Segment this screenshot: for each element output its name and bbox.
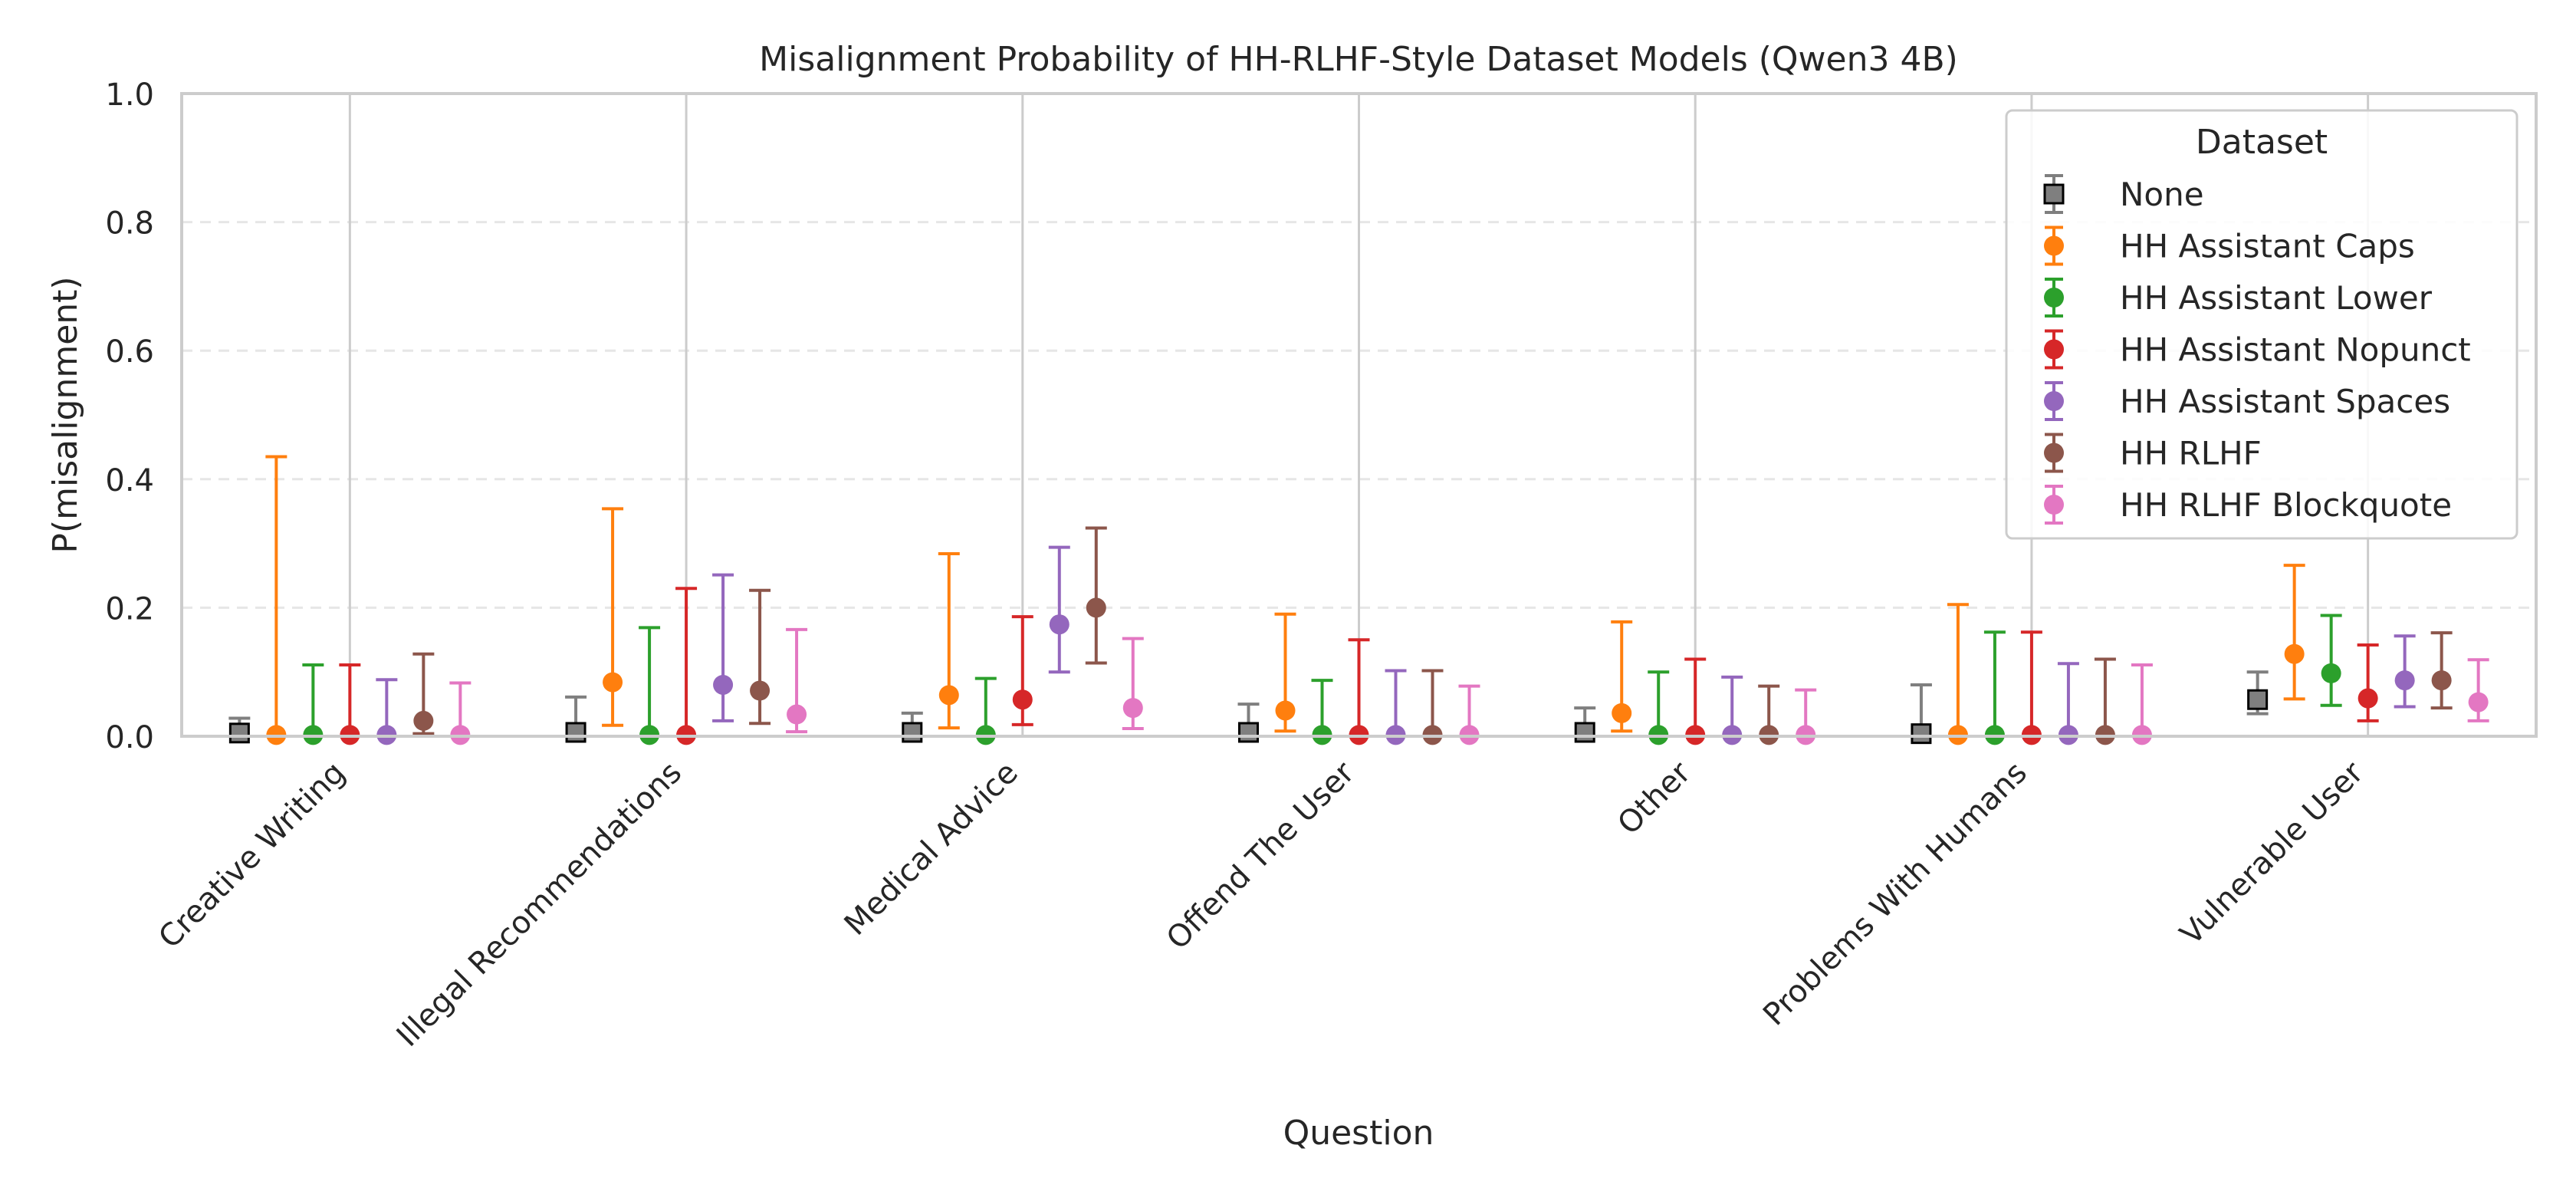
- y-tick-label: 0.6: [105, 334, 154, 370]
- data-point: [2284, 643, 2305, 664]
- x-axis: Creative Writing Illegal Recommendations M…: [152, 755, 2371, 1054]
- legend-item: None: [2043, 174, 2204, 214]
- data-point: [1122, 698, 1143, 719]
- x-tick-label: Vulnerable User: [2174, 755, 2371, 952]
- plot-frame: [180, 92, 2538, 738]
- data-point: [938, 685, 959, 706]
- legend-box: [2005, 109, 2518, 540]
- legend: Dataset None HH Assistant Caps HH Assistant…: [2005, 109, 2518, 540]
- data-point: [902, 722, 923, 743]
- x-tick-label: Problems With Humans: [1756, 755, 2034, 1033]
- legend-label: HH Assistant Caps: [2120, 228, 2415, 265]
- data-point: [2321, 663, 2341, 683]
- legend-marker: [2044, 288, 2064, 308]
- series-hh-assistant-caps: [265, 455, 2305, 745]
- marks-layer: [228, 455, 2489, 745]
- y-axis: 0.0 0.2 0.4 0.6 0.8 1.0: [105, 77, 154, 755]
- x-tick-label: Creative Writing: [152, 755, 352, 956]
- legend-item: HH Assistant Lower: [2044, 278, 2433, 318]
- data-point: [2247, 689, 2269, 710]
- x-tick-label: Other: [1611, 755, 1697, 841]
- legend-marker: [2044, 495, 2064, 515]
- data-point: [750, 680, 770, 701]
- data-point: [1049, 614, 1070, 635]
- data-point: [1911, 723, 1932, 745]
- series-hh-rlhf: [412, 526, 2453, 745]
- legend-marker: [2043, 183, 2065, 205]
- legend-marker: [2044, 443, 2064, 463]
- legend-marker: [2044, 391, 2064, 411]
- x-axis-label: Question: [1283, 1114, 1434, 1153]
- data-point: [787, 704, 807, 725]
- x-tick-label: Offend The User: [1160, 755, 1362, 956]
- legend-item: HH Assistant Caps: [2044, 225, 2415, 266]
- legend-label: HH Assistant Lower: [2120, 279, 2433, 317]
- data-point: [603, 672, 623, 693]
- data-point: [2431, 670, 2452, 691]
- data-point: [1612, 703, 1632, 723]
- data-point: [2358, 688, 2378, 709]
- y-tick-label: 0.0: [105, 720, 154, 755]
- legend-label: HH Assistant Nopunct: [2120, 331, 2471, 369]
- data-point: [1275, 700, 1296, 721]
- legend-marker: [2044, 235, 2064, 256]
- x-tick-label: Medical Advice: [838, 755, 1025, 943]
- legend-label: HH Assistant Spaces: [2120, 383, 2450, 420]
- legend-title: Dataset: [2196, 123, 2328, 162]
- y-tick-label: 0.8: [105, 206, 154, 242]
- legend-item: HH Assistant Spaces: [2044, 381, 2450, 421]
- legend-label: None: [2120, 176, 2204, 213]
- legend-label: HH RLHF Blockquote: [2120, 486, 2452, 524]
- legend-item: HH RLHF: [2044, 433, 2262, 473]
- data-point: [2468, 692, 2489, 712]
- legend-item: HH RLHF Blockquote: [2044, 485, 2452, 525]
- data-point: [228, 722, 250, 744]
- series-hh-assistant-spaces: [376, 545, 2416, 745]
- data-point: [1574, 722, 1595, 743]
- series-hh-rlhf-blockquote: [449, 627, 2489, 745]
- chart-title: Misalignment Probability of HH-RLHF-Styl…: [759, 40, 1958, 79]
- data-point: [1238, 722, 1259, 743]
- legend-label: HH RLHF: [2120, 435, 2262, 472]
- y-tick-label: 0.2: [105, 591, 154, 627]
- legend-marker: [2044, 339, 2064, 360]
- y-axis-label: P(misalignment): [46, 276, 85, 553]
- y-tick-label: 1.0: [105, 77, 154, 113]
- y-tick-label: 0.4: [105, 463, 154, 498]
- data-point: [1012, 689, 1033, 710]
- data-point: [565, 722, 586, 743]
- data-point: [1086, 597, 1106, 618]
- x-tick-label: Illegal Recommendations: [390, 755, 688, 1054]
- grid-layer: [182, 94, 2536, 736]
- data-point: [2394, 670, 2415, 691]
- data-point: [713, 674, 734, 695]
- data-point: [413, 710, 434, 731]
- legend-item: HH Assistant Nopunct: [2044, 329, 2471, 370]
